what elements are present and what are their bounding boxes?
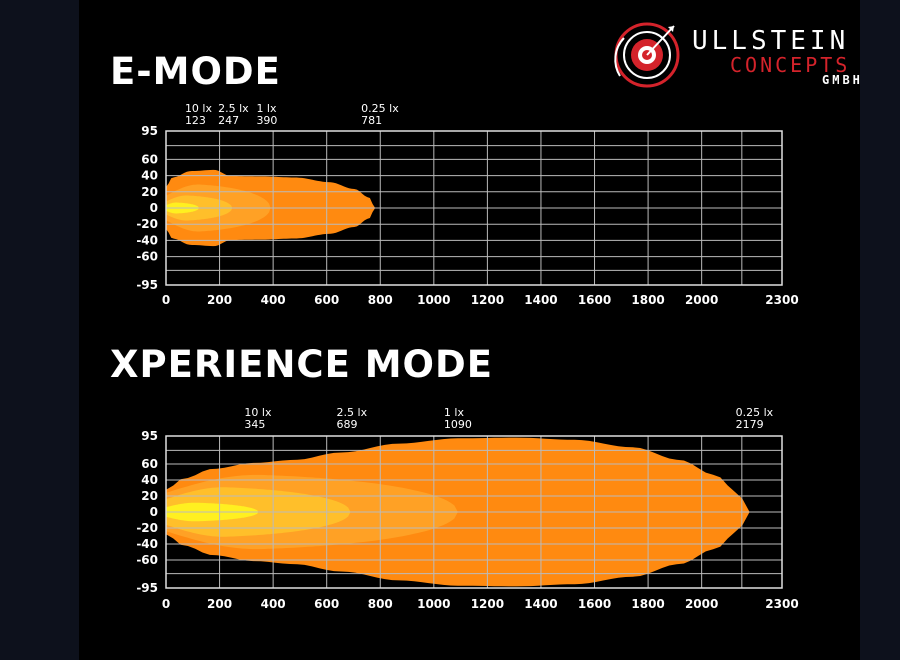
x-tick-label: 1800 bbox=[631, 293, 664, 307]
x-tick-label: 1400 bbox=[524, 293, 557, 307]
y-tick-label: -40 bbox=[136, 537, 158, 551]
logo-text-gmbh: GMBH bbox=[822, 73, 863, 87]
y-tick-label: -60 bbox=[136, 250, 158, 264]
x-tick-label: 1800 bbox=[631, 597, 664, 611]
y-tick-label: -20 bbox=[136, 521, 158, 535]
x-tick-label: 800 bbox=[368, 293, 393, 307]
x-tick-label: 200 bbox=[207, 293, 232, 307]
reach-marker-lux: 1 lx bbox=[444, 406, 465, 419]
reach-marker-lux: 10 lx bbox=[185, 102, 213, 115]
reach-marker-distance: 1090 bbox=[444, 418, 472, 431]
x-tick-label: 1200 bbox=[471, 597, 504, 611]
brand-logo: ULLSTEIN CONCEPTS GMBH bbox=[612, 18, 882, 88]
reach-marker-lux: 10 lx bbox=[244, 406, 272, 419]
x-tick-label: 600 bbox=[314, 597, 339, 611]
reach-marker-distance: 2179 bbox=[736, 418, 764, 431]
y-tick-label: 20 bbox=[141, 489, 158, 503]
y-tick-label: -95 bbox=[136, 278, 158, 292]
e-mode-beam-chart: 0 200 400 600 800 1000 1200 1400 1600 1800 2000 230… bbox=[136, 102, 798, 307]
y-tick-label: 60 bbox=[141, 152, 158, 166]
reach-marker-lux: 1 lx bbox=[256, 102, 277, 115]
x-tick-label: 800 bbox=[368, 597, 393, 611]
x-tick-label: 2000 bbox=[685, 293, 718, 307]
x-tick-label: 1600 bbox=[578, 597, 611, 611]
chart-title-xperience-mode: XPERIENCE MODE bbox=[110, 343, 493, 386]
target-logo-icon bbox=[614, 22, 680, 88]
y-tick-label: -40 bbox=[136, 233, 158, 247]
reach-marker-distance: 689 bbox=[337, 418, 358, 431]
y-tick-label: 40 bbox=[141, 169, 158, 183]
y-tick-label: -20 bbox=[136, 217, 158, 231]
page-left-band bbox=[0, 0, 79, 660]
reach-marker-distance: 123 bbox=[185, 114, 206, 127]
y-tick-label: 60 bbox=[141, 457, 158, 471]
chart-title-e-mode: E-MODE bbox=[110, 50, 281, 93]
x-tick-label: 2300 bbox=[765, 293, 798, 307]
x-tick-label: 200 bbox=[207, 597, 232, 611]
y-tick-label: 20 bbox=[141, 185, 158, 199]
y-tick-label: 0 bbox=[150, 201, 158, 215]
x-tick-label: 1400 bbox=[524, 597, 557, 611]
y-tick-label: 0 bbox=[150, 505, 158, 519]
y-tick-label: -95 bbox=[136, 581, 158, 595]
reach-marker-lux: 2.5 lx bbox=[337, 406, 368, 419]
reach-marker-lux: 0.25 lx bbox=[361, 102, 399, 115]
x-tick-label: 1600 bbox=[578, 293, 611, 307]
x-tick-label: 0 bbox=[162, 597, 170, 611]
y-tick-label: 95 bbox=[141, 124, 158, 138]
x-tick-label: 0 bbox=[162, 293, 170, 307]
x-tick-label: 2300 bbox=[765, 597, 798, 611]
reach-marker-distance: 781 bbox=[361, 114, 382, 127]
reach-marker-lux: 0.25 lx bbox=[736, 406, 774, 419]
x-tick-label: 1000 bbox=[417, 293, 450, 307]
y-tick-label: 40 bbox=[141, 473, 158, 487]
logo-text-ullstein: ULLSTEIN bbox=[692, 26, 850, 56]
y-tick-label: 95 bbox=[141, 429, 158, 443]
plot-frame bbox=[165, 435, 783, 589]
reach-marker-distance: 390 bbox=[256, 114, 277, 127]
y-tick-label: -60 bbox=[136, 553, 158, 567]
x-tick-label: 1000 bbox=[417, 597, 450, 611]
reach-marker-distance: 345 bbox=[244, 418, 265, 431]
x-tick-label: 400 bbox=[261, 597, 286, 611]
x-tick-label: 400 bbox=[261, 293, 286, 307]
x-tick-label: 1200 bbox=[471, 293, 504, 307]
page-right-band bbox=[860, 0, 900, 660]
reach-marker-distance: 247 bbox=[218, 114, 239, 127]
reach-marker-lux: 2.5 lx bbox=[218, 102, 249, 115]
x-tick-label: 2000 bbox=[685, 597, 718, 611]
x-tick-label: 600 bbox=[314, 293, 339, 307]
logo-text-concepts: CONCEPTS bbox=[730, 53, 851, 77]
plot-frame bbox=[165, 130, 783, 286]
